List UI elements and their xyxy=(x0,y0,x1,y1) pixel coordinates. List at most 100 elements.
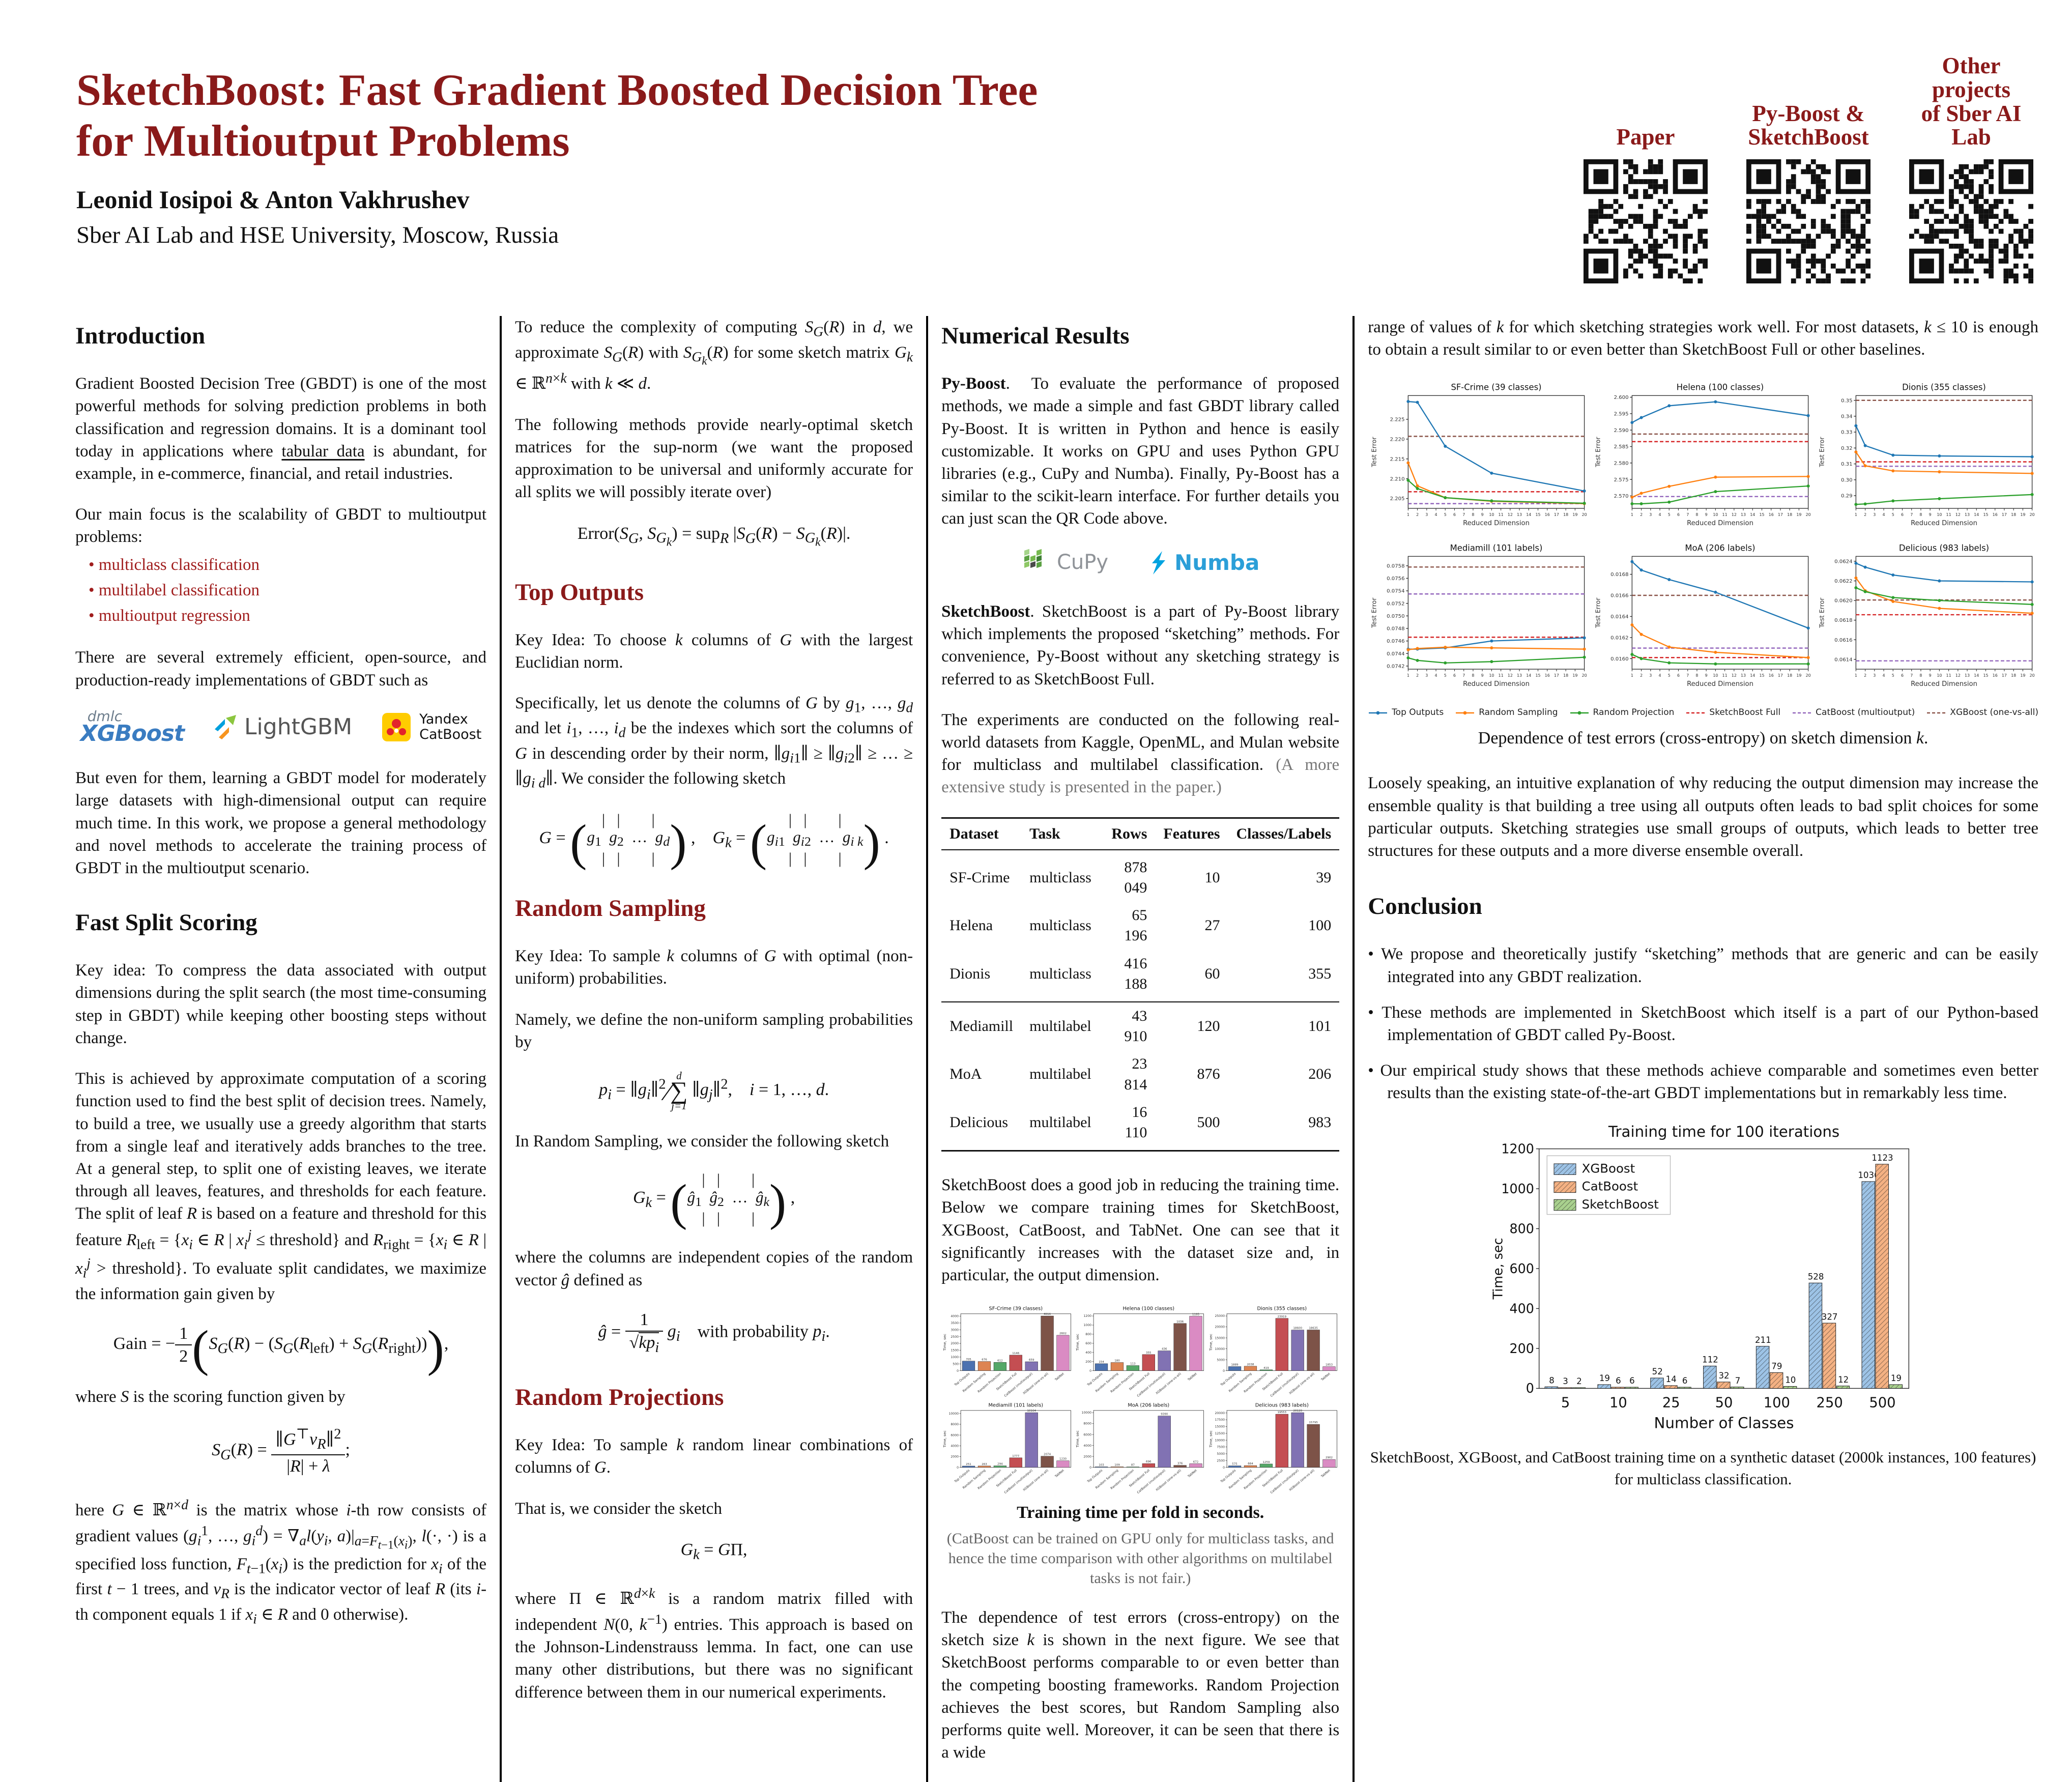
svg-text:672: 672 xyxy=(1193,1461,1199,1464)
svg-text:Top Outputs: Top Outputs xyxy=(1086,1469,1103,1484)
svg-text:Time, sec: Time, sec xyxy=(1076,1430,1080,1448)
svg-text:7: 7 xyxy=(1910,674,1913,678)
svg-text:TabNet: TabNet xyxy=(1320,1372,1331,1382)
loosely-paragraph: Loosely speaking, an intuitive explanati… xyxy=(1368,774,2038,860)
svg-text:1200: 1200 xyxy=(1501,1141,1534,1156)
svg-text:Test Error: Test Error xyxy=(1818,436,1825,467)
svg-text:2500: 2500 xyxy=(1217,1459,1225,1463)
svg-text:4016: 4016 xyxy=(1044,1313,1051,1316)
legend-label: SketchBoost Full xyxy=(1709,707,1781,718)
legend-label: XGBoost (one-vs-all) xyxy=(1950,707,2038,718)
svg-text:7: 7 xyxy=(1462,512,1465,517)
svg-text:20000: 20000 xyxy=(1215,1412,1225,1415)
svg-text:5: 5 xyxy=(1444,512,1447,517)
svg-text:0.0168: 0.0168 xyxy=(1610,572,1628,578)
section-top-outputs: Top Outputs xyxy=(515,579,644,606)
svg-text:15: 15 xyxy=(1983,674,1989,678)
table-cell: 983 xyxy=(1228,1098,1340,1152)
title-block: SketchBoost: Fast Gradient Boosted Decis… xyxy=(76,45,1038,249)
svg-text:20: 20 xyxy=(1806,674,1811,678)
bar-chart-Dionis (355 classes): 0 5000 10000 15000 20000 25000 Time, sec 1889 To… xyxy=(1209,1306,1337,1398)
svg-text:7: 7 xyxy=(1686,512,1689,517)
svg-text:0.0758: 0.0758 xyxy=(1387,564,1404,569)
bar-chart-Helena (100 classes): 0 200 400 600 800 1000 1200 Time, sec 154 Top Out… xyxy=(1076,1306,1204,1398)
table-cell: 65 196 xyxy=(1124,907,1147,944)
dependence-paragraph: The dependence of test errors (cross-ent… xyxy=(941,1608,1340,1762)
svg-text:2: 2 xyxy=(1416,512,1419,517)
col-header-features: Features xyxy=(1155,817,1228,850)
catboost-logo-icon: Yandex CatBoost xyxy=(382,711,481,742)
svg-text:154: 154 xyxy=(1099,1361,1105,1364)
svg-text:8: 8 xyxy=(1919,674,1922,678)
svg-text:10164: 10164 xyxy=(1027,1410,1037,1413)
svg-text:1: 1 xyxy=(1855,512,1857,517)
svg-text:12: 12 xyxy=(1732,674,1737,678)
svg-text:18: 18 xyxy=(2011,512,2016,517)
col-header-dataset: Dataset xyxy=(941,817,1022,850)
random-sampling-namely: Namely, we define the non-uniform sampli… xyxy=(515,1010,913,1051)
svg-text:2.210: 2.210 xyxy=(1390,476,1405,482)
section-introduction: Introduction xyxy=(75,323,206,350)
column-conclusion: range of values of k for which sketching… xyxy=(1355,316,2038,1782)
svg-text:15000: 15000 xyxy=(1215,1425,1225,1429)
xgboost-label: XGBoost xyxy=(80,721,185,747)
svg-text:19: 19 xyxy=(1796,674,1801,678)
svg-text:10: 10 xyxy=(1713,512,1718,517)
svg-text:8: 8 xyxy=(1472,674,1475,678)
svg-text:Mediamill (101 labels): Mediamill (101 labels) xyxy=(989,1403,1044,1409)
svg-text:TabNet: TabNet xyxy=(1187,1469,1198,1479)
top-outputs-key-idea: Key Idea: To choose k columns of G with … xyxy=(515,630,913,672)
svg-text:CatBoost (multioutput): CatBoost (multioutput) xyxy=(1004,1372,1033,1398)
svg-text:0.33: 0.33 xyxy=(1841,429,1853,435)
svg-text:2: 2 xyxy=(1640,512,1643,517)
svg-text:4: 4 xyxy=(1659,674,1661,678)
svg-text:6: 6 xyxy=(1682,1376,1688,1386)
svg-text:0: 0 xyxy=(957,1369,959,1373)
svg-text:Reduced Dimension: Reduced Dimension xyxy=(1463,520,1530,527)
svg-text:528: 528 xyxy=(1808,1272,1824,1281)
page-title: SketchBoost: Fast Gradient Boosted Decis… xyxy=(76,65,1038,167)
svg-text:Test Error: Test Error xyxy=(1594,436,1602,467)
svg-text:20: 20 xyxy=(1582,674,1587,678)
svg-text:19553: 19553 xyxy=(1277,1411,1286,1414)
svg-text:2.570: 2.570 xyxy=(1614,494,1629,499)
svg-text:2.575: 2.575 xyxy=(1614,477,1629,482)
svg-text:7: 7 xyxy=(1910,512,1913,517)
svg-text:3: 3 xyxy=(1649,512,1652,517)
svg-text:15795: 15795 xyxy=(1309,1421,1318,1424)
list-item-multiclass: multiclass classification xyxy=(89,554,486,576)
svg-text:Time, sec: Time, sec xyxy=(1490,1238,1505,1300)
svg-text:Reduced Dimension: Reduced Dimension xyxy=(1687,520,1753,527)
methods-paragraph: The following methods provide nearly-opt… xyxy=(515,415,913,502)
svg-text:16: 16 xyxy=(1993,674,1998,678)
svg-text:10: 10 xyxy=(1489,674,1494,678)
svg-text:18635: 18635 xyxy=(1309,1327,1318,1330)
svg-text:11: 11 xyxy=(1722,512,1728,517)
svg-text:Dionis (355 classes): Dionis (355 classes) xyxy=(1902,382,1986,392)
qr-code-other-projects-icon xyxy=(1909,159,2033,284)
equation-scoring-function: SG(R) = ∥G⊤vR∥2 |R| + λ; xyxy=(212,1426,350,1476)
section-random-sampling: Random Sampling xyxy=(515,895,706,922)
lightgbm-glyph-icon xyxy=(215,714,237,739)
svg-text:1000: 1000 xyxy=(951,1356,959,1359)
svg-text:15: 15 xyxy=(1760,512,1765,517)
svg-text:16: 16 xyxy=(1545,674,1550,678)
cupy-label: CuPy xyxy=(1057,551,1109,574)
svg-text:2.600: 2.600 xyxy=(1614,395,1629,400)
svg-text:2: 2 xyxy=(1576,1376,1582,1386)
svg-text:0.0752: 0.0752 xyxy=(1387,601,1404,607)
svg-text:18600: 18600 xyxy=(1293,1327,1302,1330)
svg-text:6: 6 xyxy=(1629,1376,1635,1386)
table-cell: Delicious xyxy=(941,1098,1022,1152)
svg-text:3: 3 xyxy=(1425,512,1428,517)
lightgbm-logo-icon: LightGBM xyxy=(214,712,352,742)
svg-text:1: 1 xyxy=(1631,512,1633,517)
svg-text:17: 17 xyxy=(1778,674,1783,678)
svg-text:9: 9 xyxy=(1481,512,1484,517)
svg-text:CatBoost (multioutput): CatBoost (multioutput) xyxy=(1004,1469,1033,1495)
column-introduction: Introduction Gradient Boosted Decision T… xyxy=(75,316,502,1782)
svg-text:16: 16 xyxy=(1769,674,1774,678)
list-item-multilabel: multilabel classification xyxy=(89,579,486,601)
svg-text:8000: 8000 xyxy=(951,1423,959,1426)
table-cell: multilabel xyxy=(1029,1018,1091,1035)
